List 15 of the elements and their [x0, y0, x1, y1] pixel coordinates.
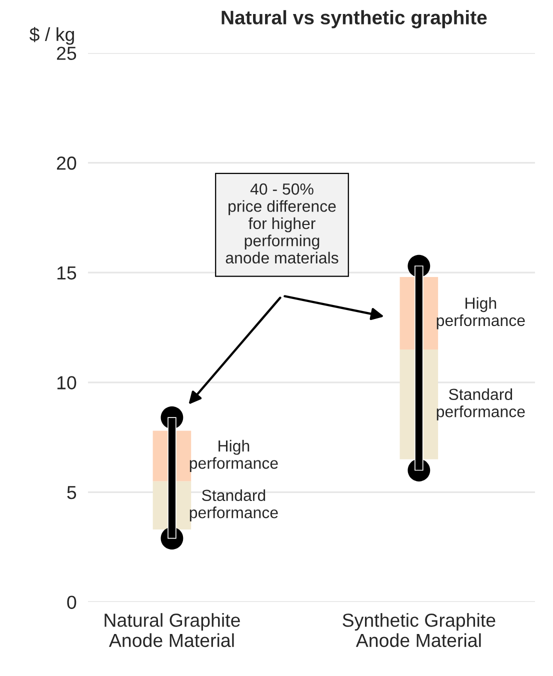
x-tick-label: Synthetic Graphite Anode Material [342, 613, 496, 648]
y-axis-title: $ / kg [30, 26, 74, 45]
y-tick-label: 20 [56, 156, 76, 170]
series-label: Standard performance [190, 489, 278, 522]
series-label: High performance [190, 440, 278, 472]
y-tick-label: 10 [57, 376, 76, 390]
x-tick-label: Natural Graphite Anode Material [104, 613, 240, 648]
y-tick-label: 0 [67, 596, 76, 609]
text: Standard performance [436, 388, 525, 420]
y-tick-label: 5 [67, 486, 76, 500]
text: High performance [436, 297, 525, 330]
y-tick-label: 25 [56, 46, 76, 60]
annotation: 40 - 50% price difference for higher performing anode materials [226, 183, 338, 264]
y-tick-label: 15 [57, 266, 76, 280]
chart-title: Natural vs synthetic graphite [222, 10, 487, 28]
